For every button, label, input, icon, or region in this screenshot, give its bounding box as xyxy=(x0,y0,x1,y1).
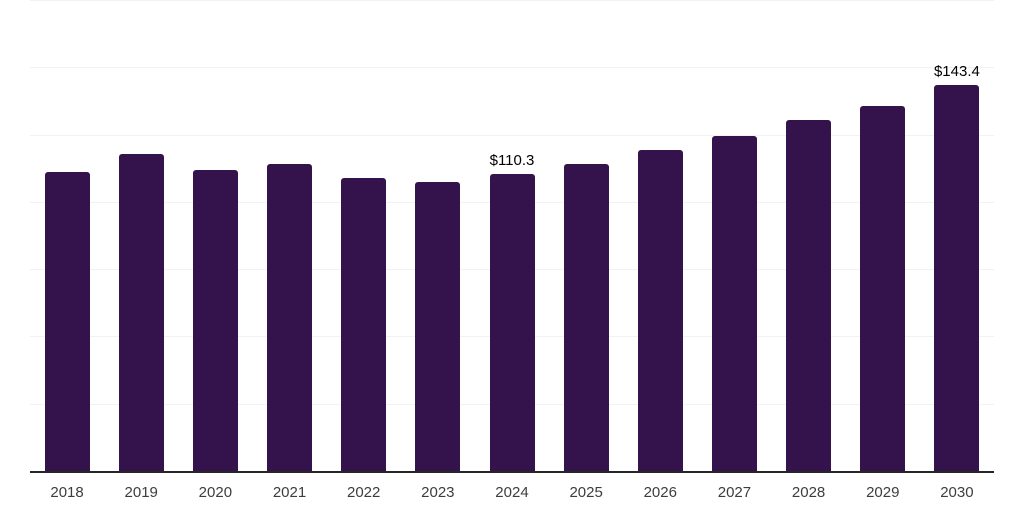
bar-2030 xyxy=(934,85,980,471)
bar-2023 xyxy=(415,181,461,471)
x-axis-label-2029: 2029 xyxy=(866,484,900,501)
x-axis-label-2020: 2020 xyxy=(198,484,233,501)
bar-2021 xyxy=(267,164,313,471)
bar-2025 xyxy=(563,163,609,471)
x-axis-label-2024: 2024 xyxy=(495,484,529,501)
bar-2027 xyxy=(711,135,757,471)
x-axis-label-2022: 2022 xyxy=(346,484,381,501)
bar-2026 xyxy=(637,150,683,471)
x-axis-label-2019: 2019 xyxy=(124,484,158,501)
gridline xyxy=(30,0,994,1)
gridline xyxy=(30,67,994,69)
x-axis-label-2023: 2023 xyxy=(421,484,455,501)
gridline xyxy=(30,134,994,136)
x-axis-label-2021: 2021 xyxy=(272,484,307,501)
x-axis-line xyxy=(30,471,994,473)
x-axis: 2018 2019 2020 2021 2022 2023 2024 2025 2026 2027… xyxy=(30,482,994,504)
x-axis-label-2030: 2030 xyxy=(940,484,974,501)
bar-2028 xyxy=(786,120,832,471)
bar-2024 xyxy=(489,174,535,471)
bar-value-label-2024: $110.3 xyxy=(489,152,535,170)
x-axis-label-2025: 2025 xyxy=(569,484,603,501)
x-axis-label-2027: 2027 xyxy=(717,484,752,501)
bar-2019 xyxy=(118,153,164,471)
bar-2020 xyxy=(192,170,238,471)
bar-2018 xyxy=(44,171,90,471)
x-axis-label-2028: 2028 xyxy=(791,484,826,501)
x-axis-label-2018: 2018 xyxy=(50,484,84,501)
bar-value-label-2030: $143.4 xyxy=(933,63,980,81)
bar-2022 xyxy=(341,177,387,471)
bar-2029 xyxy=(860,105,906,471)
x-axis-label-2026: 2026 xyxy=(643,484,677,501)
plot-area: $110.3 $143.4 xyxy=(30,0,994,473)
